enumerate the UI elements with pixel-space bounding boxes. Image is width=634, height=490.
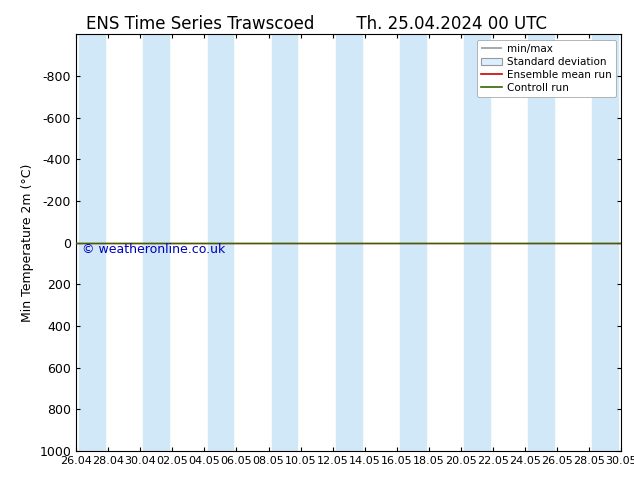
Y-axis label: Min Temperature 2m (°C): Min Temperature 2m (°C) — [21, 163, 34, 322]
Legend: min/max, Standard deviation, Ensemble mean run, Controll run: min/max, Standard deviation, Ensemble me… — [477, 40, 616, 97]
Bar — [528, 34, 554, 451]
Bar — [400, 34, 425, 451]
Bar — [592, 34, 618, 451]
Bar — [272, 34, 297, 451]
Bar — [464, 34, 490, 451]
Text: © weatheronline.co.uk: © weatheronline.co.uk — [82, 243, 225, 256]
Bar — [143, 34, 169, 451]
Bar — [79, 34, 105, 451]
Bar — [207, 34, 233, 451]
Text: ENS Time Series Trawscoed        Th. 25.04.2024 00 UTC: ENS Time Series Trawscoed Th. 25.04.2024… — [86, 15, 548, 33]
Bar — [336, 34, 361, 451]
